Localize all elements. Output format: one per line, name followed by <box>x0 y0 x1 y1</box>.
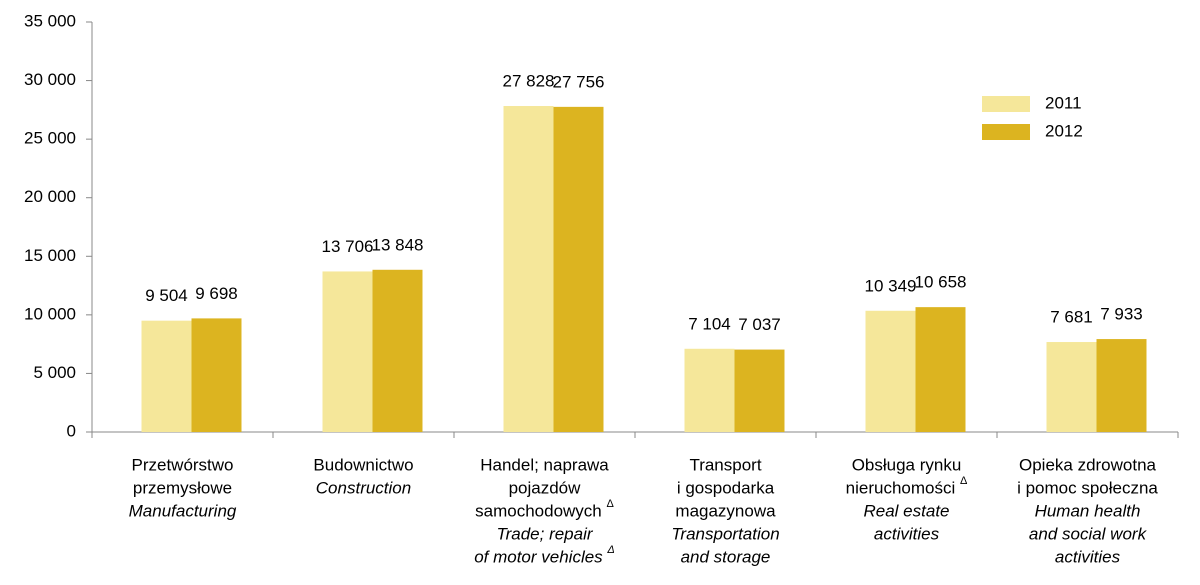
bar <box>1096 339 1147 432</box>
y-tick-label: 10 000 <box>24 304 76 323</box>
value-label: 10 349 <box>865 276 917 295</box>
value-label: 9 698 <box>195 284 238 303</box>
bar <box>322 271 373 432</box>
legend-swatch <box>982 124 1030 140</box>
x-tick-label-en: and social work <box>1029 524 1148 543</box>
bar <box>915 307 966 432</box>
x-tick-label: i gospodarka <box>677 478 775 497</box>
x-tick-label-en: and storage <box>681 547 771 566</box>
x-tick-label: przemysłowe <box>133 478 232 497</box>
x-tick-label: Transport <box>689 455 761 474</box>
y-tick-label: 30 000 <box>24 70 76 89</box>
x-tick-label: Budownictwo <box>313 455 413 474</box>
bar <box>865 310 916 432</box>
bar <box>553 106 604 433</box>
y-tick-label: 0 <box>67 421 76 440</box>
x-tick-label-en: activities <box>874 524 940 543</box>
y-tick-label: 35 000 <box>24 11 76 30</box>
x-tick-label-en: activities <box>1055 547 1121 566</box>
bar <box>141 320 192 432</box>
x-tick-label-en: of motor vehicles Δ <box>474 544 615 567</box>
x-tick-label: Przetwórstwo <box>131 455 233 474</box>
x-tick-label: Obsługa rynku <box>852 455 962 474</box>
x-tick-label: Handel; naprawa <box>480 455 609 474</box>
x-tick-label-en: Construction <box>316 478 411 497</box>
y-tick-label: 5 000 <box>33 363 76 382</box>
x-tick-label: magazynowa <box>675 501 776 520</box>
bar <box>191 318 242 432</box>
value-label: 13 706 <box>322 237 374 256</box>
x-tick-label-en: Human health <box>1035 501 1141 520</box>
x-tick-label: i pomoc społeczna <box>1017 478 1158 497</box>
y-tick-label: 20 000 <box>24 187 76 206</box>
legend-label: 2012 <box>1045 121 1083 140</box>
legend-swatch <box>982 96 1030 112</box>
x-tick-label: samochodowych Δ <box>475 498 614 521</box>
value-label: 10 658 <box>915 273 967 292</box>
bar <box>734 349 785 432</box>
value-label: 27 828 <box>503 71 555 90</box>
value-label: 27 756 <box>553 72 605 91</box>
bar <box>372 269 423 432</box>
legend-label: 2011 <box>1045 93 1082 112</box>
bar <box>503 106 554 432</box>
value-label: 7 037 <box>738 315 781 334</box>
x-tick-label: Opieka zdrowotna <box>1019 455 1157 474</box>
value-label: 7 933 <box>1100 305 1143 324</box>
value-label: 13 848 <box>372 235 424 254</box>
x-tick-label: nieruchomości Δ <box>846 475 968 498</box>
x-tick-label-en: Manufacturing <box>129 501 237 520</box>
y-tick-label: 25 000 <box>24 129 76 148</box>
value-label: 7 104 <box>688 314 731 333</box>
y-tick-label: 15 000 <box>24 246 76 265</box>
x-tick-label-en: Real estate <box>864 501 950 520</box>
bar <box>1046 342 1097 432</box>
value-label: 7 681 <box>1050 308 1093 327</box>
x-tick-label-en: Trade; repair <box>496 524 593 543</box>
x-tick-label-en: Transportation <box>671 524 779 543</box>
bar <box>684 348 735 432</box>
x-tick-label: pojazdów <box>509 478 582 497</box>
value-label: 9 504 <box>145 286 188 305</box>
